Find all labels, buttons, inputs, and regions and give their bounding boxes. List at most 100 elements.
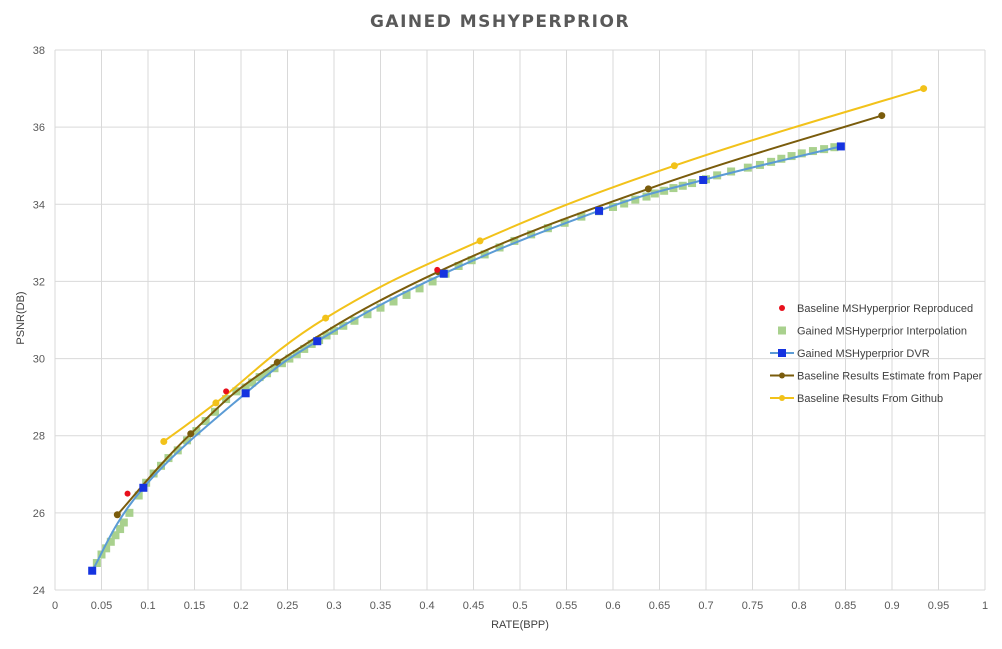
data-point xyxy=(263,369,272,378)
legend-item: Baseline Results Estimate from Paper xyxy=(770,371,983,383)
x-tick-label: 0 xyxy=(52,600,58,612)
data-point xyxy=(428,277,437,286)
data-point xyxy=(134,491,143,500)
legend-item: Baseline Results From Github xyxy=(770,393,943,405)
y-tick-label: 30 xyxy=(33,354,45,366)
x-tick-label: 0.65 xyxy=(649,600,670,612)
data-point xyxy=(164,454,173,463)
legend-label: Baseline Results From Github xyxy=(797,393,943,405)
data-point xyxy=(820,145,829,154)
data-point xyxy=(160,438,168,445)
data-point xyxy=(124,490,131,497)
x-axis-ticks: 0 0.05 0.1 0.15 0.2 0.25 0.3 0.35 0.4 0.45 0.5 0.55… xyxy=(52,600,988,612)
y-axis-ticks: 24 26 28 30 32 34 36 38 xyxy=(33,45,45,597)
data-point xyxy=(727,167,736,176)
data-point xyxy=(495,243,504,252)
x-tick-label: 0.05 xyxy=(91,600,112,612)
data-point xyxy=(527,230,536,239)
data-point xyxy=(767,157,776,166)
y-tick-label: 36 xyxy=(33,122,45,134)
x-tick-label: 0.75 xyxy=(742,600,763,612)
data-point xyxy=(88,566,97,575)
data-point xyxy=(434,266,441,273)
y-tick-label: 26 xyxy=(33,508,45,520)
legend-item: Baseline MSHyperprior Reproduced xyxy=(779,303,973,315)
y-tick-label: 24 xyxy=(33,585,45,597)
x-tick-label: 0.7 xyxy=(698,600,713,612)
data-point xyxy=(642,192,651,201)
data-point xyxy=(350,316,359,325)
data-point xyxy=(113,511,121,519)
series-gained-mshyperprior-interpolation xyxy=(92,143,839,567)
y-tick-label: 28 xyxy=(33,431,45,443)
series-line xyxy=(163,87,924,443)
data-point xyxy=(223,388,230,395)
series-baseline-results-from-github xyxy=(160,85,928,445)
data-point xyxy=(116,525,125,534)
data-point xyxy=(878,112,886,120)
data-point xyxy=(797,149,806,158)
x-tick-label: 0.4 xyxy=(419,600,434,612)
grid xyxy=(54,49,986,591)
data-point xyxy=(273,358,281,366)
data-point xyxy=(510,236,519,245)
x-tick-label: 0.8 xyxy=(791,600,806,612)
x-tick-label: 0.35 xyxy=(370,600,391,612)
data-point xyxy=(644,185,652,193)
x-tick-label: 0.5 xyxy=(512,600,527,612)
x-tick-label: 0.3 xyxy=(326,600,341,612)
x-tick-label: 0.6 xyxy=(605,600,620,612)
x-tick-label: 0.2 xyxy=(233,600,248,612)
data-point xyxy=(363,310,372,319)
data-point xyxy=(699,175,708,184)
x-tick-label: 0.95 xyxy=(928,600,949,612)
x-tick-label: 0.1 xyxy=(140,600,155,612)
data-point xyxy=(836,142,845,151)
x-tick-label: 0.25 xyxy=(277,600,298,612)
chart-title: GAINED MSHYPERPRIOR xyxy=(370,12,630,32)
legend-item: Gained MSHyperprior Interpolation xyxy=(778,326,967,338)
data-point xyxy=(389,297,398,306)
series-line xyxy=(91,145,842,572)
data-point xyxy=(241,383,250,392)
data-point xyxy=(241,389,250,398)
data-point xyxy=(255,373,264,382)
data-point xyxy=(201,417,210,426)
data-point xyxy=(609,202,617,211)
data-point xyxy=(313,337,322,346)
data-point xyxy=(808,147,817,156)
data-point xyxy=(476,237,484,245)
data-point xyxy=(125,508,134,517)
x-tick-label: 0.85 xyxy=(835,600,856,612)
legend-label: Baseline Results Estimate from Paper xyxy=(797,371,983,383)
data-point xyxy=(415,284,424,293)
series-baseline-results-estimate-from-paper xyxy=(113,112,886,519)
x-axis-label: RATE(BPP) xyxy=(491,619,549,631)
x-tick-label: 1 xyxy=(982,600,988,612)
y-tick-label: 38 xyxy=(33,45,45,57)
data-point xyxy=(183,436,192,445)
y-axis-label: PSNR(DB) xyxy=(15,291,27,344)
legend-label: Baseline MSHyperprior Reproduced xyxy=(797,303,973,315)
x-tick-label: 0.45 xyxy=(463,600,484,612)
legend-marker xyxy=(778,349,786,357)
data-point xyxy=(192,427,201,436)
data-point xyxy=(248,378,257,387)
data-point xyxy=(111,531,120,540)
data-point xyxy=(620,199,629,208)
data-point xyxy=(402,290,411,299)
data-point xyxy=(173,446,182,455)
data-point xyxy=(777,154,786,163)
data-point xyxy=(480,250,489,259)
legend-label: Gained MSHyperprior Interpolation xyxy=(797,326,967,338)
data-point xyxy=(631,195,640,204)
data-point xyxy=(187,430,195,438)
legend-label: Gained MSHyperprior DVR xyxy=(797,348,930,360)
y-tick-label: 34 xyxy=(33,199,45,211)
legend-item: Gained MSHyperprior DVR xyxy=(770,348,930,360)
legend-marker xyxy=(779,395,785,401)
series-gained-mshyperprior-dvr xyxy=(88,142,845,575)
plot-area xyxy=(88,85,928,575)
